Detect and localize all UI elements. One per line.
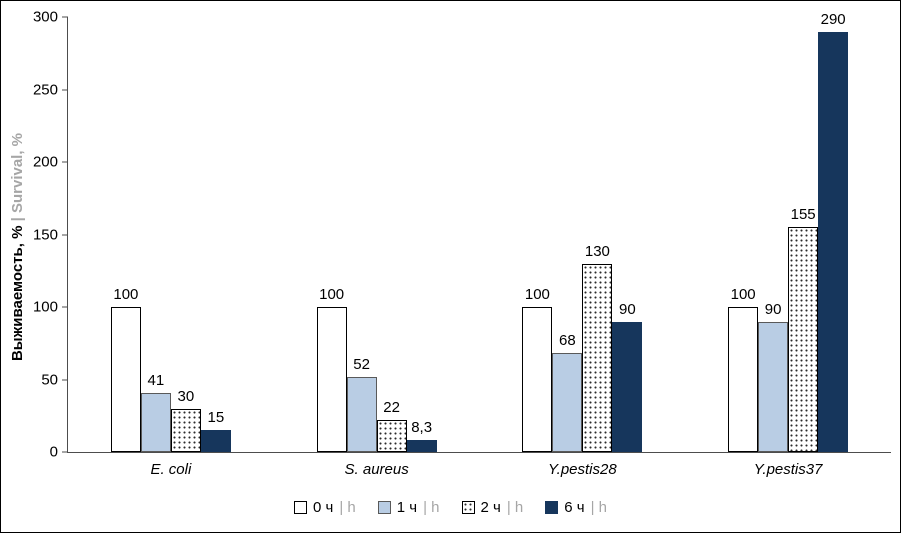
y-tick-mark xyxy=(62,89,68,90)
y-tick-label: 200 xyxy=(32,153,58,171)
bar-value-label: 22 xyxy=(383,399,400,417)
y-tick-mark xyxy=(62,234,68,235)
bar-value-label: 68 xyxy=(559,332,576,350)
bar-slot: 100 xyxy=(522,17,553,452)
bar-cluster: 100 41 30 15 xyxy=(68,17,274,452)
bar-slot: 15 xyxy=(200,17,231,452)
legend-label: 2 ч xyxy=(480,499,501,516)
bar xyxy=(316,307,347,452)
bar-slot: 100 xyxy=(316,17,347,452)
legend-item: 0 ч | h xyxy=(294,499,356,516)
bar xyxy=(818,31,849,452)
bar-value-label: 290 xyxy=(820,10,846,28)
bar xyxy=(758,321,789,452)
bar-value-label: 90 xyxy=(619,300,636,318)
bar-cluster: 100 52 22 8,3 xyxy=(274,17,480,452)
bar-slot: 22 xyxy=(376,17,407,452)
bar-group: 100 90 155 290 Y.pestis37 xyxy=(685,12,891,478)
legend-swatch xyxy=(377,501,391,514)
y-tick-label: 0 xyxy=(49,443,58,461)
y-tick-label: 250 xyxy=(32,81,58,98)
legend-item: 6 ч | h xyxy=(545,499,607,516)
bar xyxy=(110,307,141,452)
y-tick-mark xyxy=(62,16,68,18)
legend-item: 2 ч | h xyxy=(461,499,524,516)
bar-slot: 68 xyxy=(552,17,583,452)
bar-value-label: 52 xyxy=(353,355,370,373)
bar-slot: 155 xyxy=(788,17,819,452)
bar-value-label: 90 xyxy=(764,300,782,318)
bar xyxy=(728,307,759,452)
bar xyxy=(200,430,231,452)
y-tick-mark xyxy=(62,451,68,453)
bar xyxy=(522,307,553,452)
legend-label-sub: | h xyxy=(423,499,440,516)
bar-groups: 100 41 30 15 E. coli 100 52 22 8,3 S. aureus 100 68… xyxy=(68,12,891,478)
bar-value-label: 41 xyxy=(147,371,165,389)
bar-value-label: 15 xyxy=(207,409,225,427)
bar-value-label: 8,3 xyxy=(411,418,433,436)
bar xyxy=(170,408,201,452)
bar-group: 100 41 30 15 E. coli xyxy=(68,17,274,478)
legend-label-sub: | h xyxy=(506,499,524,516)
y-tick-mark xyxy=(62,379,68,381)
legend-label: 6 ч xyxy=(564,499,585,516)
bar-slot: 130 xyxy=(582,17,613,452)
y-tick-mark xyxy=(62,306,68,308)
bar-value-label: 30 xyxy=(177,387,195,405)
y-tick-mark xyxy=(62,161,68,163)
y-tick-label: 100 xyxy=(32,298,58,316)
bar xyxy=(612,321,643,452)
bar-slot: 100 xyxy=(728,17,759,452)
y-tick-label: 300 xyxy=(32,8,58,26)
bar-value-label: 100 xyxy=(113,286,139,304)
x-category-label: Y.pestis28 xyxy=(548,461,617,478)
legend-label-sub: | h xyxy=(339,499,356,516)
legend-label: 1 ч xyxy=(396,499,418,516)
bar-slot: 41 xyxy=(140,17,171,452)
legend-label: 0 ч xyxy=(313,499,334,516)
bar xyxy=(582,263,613,452)
x-category-label: E. coli xyxy=(150,461,192,478)
bar-slot: 8,3 xyxy=(406,17,437,452)
y-tick-label: 150 xyxy=(32,226,58,243)
y-axis: 0 50 100 150 200 250 300 xyxy=(33,10,891,460)
bar-value-label: 100 xyxy=(319,286,345,304)
y-axis-title-main: Выживаемость, % xyxy=(9,225,26,362)
x-category-label: S. aureus xyxy=(344,461,409,478)
bar-value-label: 155 xyxy=(790,206,816,224)
bar-slot: 90 xyxy=(612,17,643,452)
bar xyxy=(788,227,819,452)
bar-slot: 30 xyxy=(170,17,201,452)
bar-group: 100 68 130 90 Y.pestis28 xyxy=(480,17,686,478)
bar-cluster: 100 68 130 90 xyxy=(480,17,686,452)
bar xyxy=(346,376,377,452)
legend-swatch xyxy=(294,501,308,514)
x-category-label: Y.pestis37 xyxy=(753,461,823,478)
bar xyxy=(552,353,583,452)
y-axis-title-sub: | Survival, % xyxy=(9,132,26,222)
bar-value-label: 100 xyxy=(730,286,756,304)
bar-slot: 90 xyxy=(758,17,789,452)
bar-cluster: 100 90 155 290 xyxy=(685,12,891,452)
bar-value-label: 130 xyxy=(584,242,610,260)
bar-slot: 100 xyxy=(110,17,141,452)
bar xyxy=(140,392,171,452)
plot-area: 0 50 100 150 200 250 300 100 41 30 15 E. coli 100 52… xyxy=(33,10,891,478)
y-tick-label: 50 xyxy=(41,371,58,389)
legend-swatch xyxy=(545,501,559,514)
legend-label-sub: | h xyxy=(590,499,607,516)
legend-item: 1 ч | h xyxy=(377,499,440,516)
legend-swatch xyxy=(461,501,475,514)
bar-slot: 52 xyxy=(346,17,377,452)
bar xyxy=(376,420,407,452)
bar xyxy=(406,439,437,452)
bar-slot: 290 xyxy=(818,12,849,452)
bar-value-label: 100 xyxy=(524,286,550,304)
bar-group: 100 52 22 8,3 S. aureus xyxy=(274,17,480,478)
